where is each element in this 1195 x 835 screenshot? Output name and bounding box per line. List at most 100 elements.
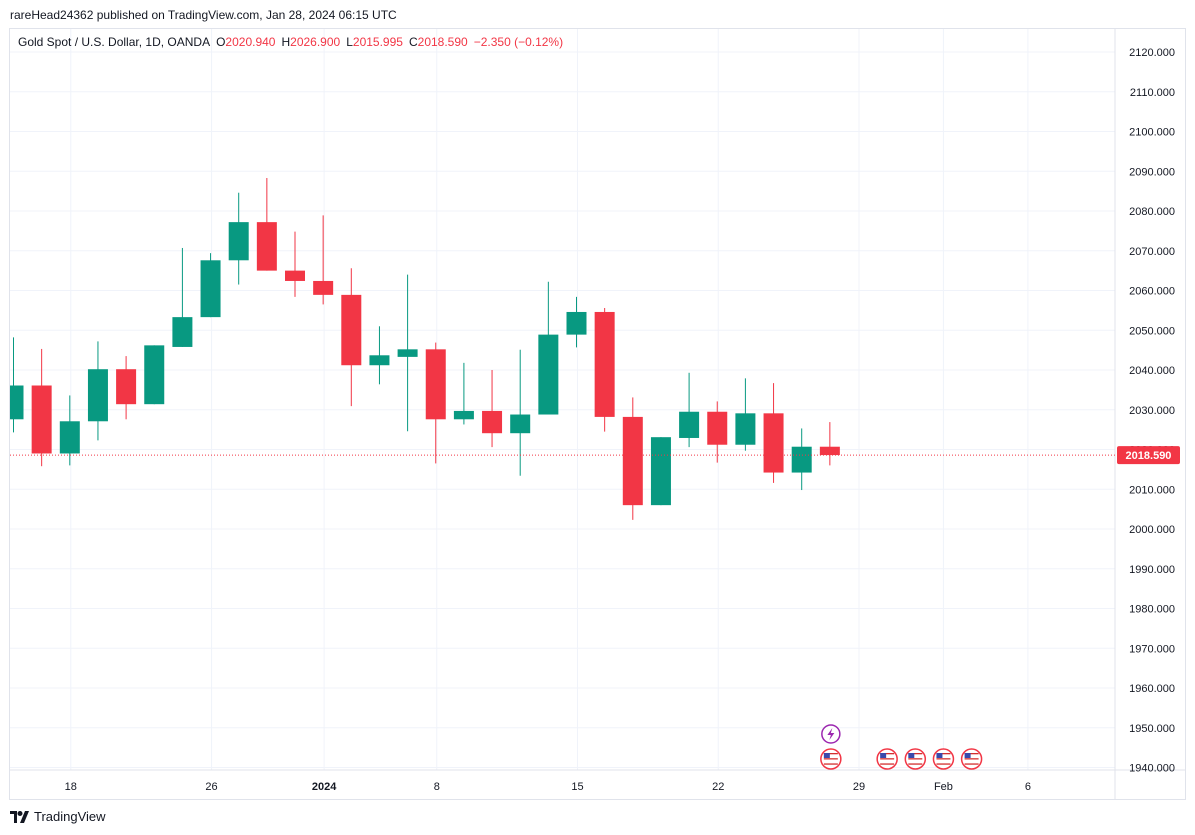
flag-stripe bbox=[964, 758, 979, 760]
candle-down[interactable] bbox=[763, 383, 784, 483]
last-price-label: 2018.590 bbox=[1126, 450, 1172, 462]
price-axis[interactable]: 2120.000 2110.000 2100.000 2090.000 2080.000… bbox=[1129, 47, 1175, 775]
candle-down[interactable] bbox=[313, 215, 334, 305]
candle-down[interactable] bbox=[425, 342, 446, 464]
candle-up[interactable] bbox=[453, 362, 474, 425]
grid bbox=[10, 29, 1185, 799]
us-flag-icon[interactable] bbox=[904, 748, 927, 770]
price-tick-label: 1940.000 bbox=[1129, 763, 1175, 775]
candle-body bbox=[707, 411, 728, 445]
candle-down[interactable] bbox=[707, 401, 728, 463]
time-tick-label: 8 bbox=[434, 781, 440, 793]
candle-body bbox=[87, 369, 108, 422]
brand-label: TradingView bbox=[34, 809, 106, 824]
flag-stripe bbox=[964, 755, 979, 757]
open-label: O bbox=[216, 35, 226, 49]
candle-body bbox=[228, 222, 249, 261]
price-tick-label: 2010.000 bbox=[1129, 484, 1175, 496]
candle-body bbox=[256, 222, 277, 271]
flag-stripe bbox=[880, 755, 895, 757]
flag-stripe bbox=[964, 753, 979, 755]
candle-up[interactable] bbox=[510, 349, 531, 476]
candle-up[interactable] bbox=[228, 192, 249, 285]
candle-up[interactable] bbox=[59, 395, 80, 466]
candle-up[interactable] bbox=[650, 437, 671, 506]
last-price-tag bbox=[1117, 446, 1180, 465]
flag-stripe bbox=[823, 763, 838, 765]
candle-body bbox=[31, 385, 52, 454]
candle-down[interactable] bbox=[31, 348, 52, 467]
candle-up[interactable] bbox=[397, 274, 418, 432]
flag-stripe bbox=[936, 760, 951, 763]
us-flag-icon[interactable] bbox=[960, 748, 983, 770]
candle-body bbox=[341, 294, 362, 366]
close-value: 2018.590 bbox=[417, 35, 468, 49]
high-value: 2026.900 bbox=[290, 35, 341, 49]
candle-body bbox=[116, 369, 137, 405]
symbol-label[interactable]: Gold Spot / U.S. Dollar, 1D, OANDA bbox=[18, 35, 211, 49]
candle-up[interactable] bbox=[735, 378, 756, 451]
candle-body bbox=[791, 446, 812, 473]
price-tick-label: 2030.000 bbox=[1129, 405, 1175, 417]
lightning-bolt bbox=[827, 728, 835, 740]
candle-body bbox=[763, 413, 784, 473]
time-tick-label: 22 bbox=[712, 781, 724, 793]
us-flag-icon[interactable] bbox=[932, 748, 955, 770]
candle-up[interactable] bbox=[566, 296, 587, 348]
flag-stripe bbox=[908, 753, 923, 755]
candle-body bbox=[59, 421, 80, 454]
flag-stripe bbox=[823, 758, 838, 760]
candle-down[interactable] bbox=[116, 356, 137, 420]
candle-down[interactable] bbox=[819, 422, 840, 466]
flag-stripe bbox=[823, 760, 838, 763]
close-label: C bbox=[408, 35, 418, 49]
flag-stripe bbox=[936, 755, 951, 757]
candle-body bbox=[735, 413, 756, 445]
price-tick-label: 1980.000 bbox=[1129, 604, 1175, 616]
flag-stripe bbox=[936, 763, 951, 765]
flag-stripe bbox=[908, 755, 923, 757]
candle-body bbox=[285, 270, 305, 281]
flag-stripe bbox=[936, 753, 951, 755]
candle-down[interactable] bbox=[341, 268, 362, 407]
candle-up[interactable] bbox=[144, 345, 165, 405]
time-axis[interactable]: 18 26 2024 8 15 22 29 Feb 6 bbox=[65, 781, 1031, 793]
flag-stripe bbox=[908, 763, 923, 765]
candle-up[interactable] bbox=[200, 253, 221, 318]
time-tick-label: 26 bbox=[205, 781, 217, 793]
candle-down[interactable] bbox=[594, 307, 615, 432]
candle-body bbox=[594, 311, 615, 417]
flag-stripe bbox=[823, 753, 838, 755]
time-tick-label: 6 bbox=[1025, 781, 1031, 793]
candle-up[interactable] bbox=[172, 247, 193, 347]
us-flag-icon[interactable] bbox=[820, 748, 842, 770]
us-flag-icon[interactable] bbox=[876, 748, 898, 770]
footer-brand[interactable]: TradingView bbox=[10, 809, 106, 824]
candle-body bbox=[10, 385, 24, 420]
price-tick-label: 2110.000 bbox=[1130, 87, 1175, 99]
open-value: 2020.940 bbox=[225, 35, 276, 49]
candle-down[interactable] bbox=[622, 397, 643, 520]
candle-down[interactable] bbox=[285, 231, 305, 297]
flag-canton bbox=[880, 753, 887, 758]
flag-stripe bbox=[880, 763, 895, 765]
candle-up[interactable] bbox=[369, 326, 390, 385]
events bbox=[820, 724, 983, 770]
candle-up[interactable] bbox=[791, 428, 812, 491]
high-label: H bbox=[281, 35, 291, 49]
candle-up[interactable] bbox=[679, 372, 700, 448]
price-tick-label: 2050.000 bbox=[1129, 325, 1175, 337]
candle-body bbox=[453, 410, 474, 420]
candle-down[interactable] bbox=[256, 178, 277, 271]
candle-down[interactable] bbox=[482, 370, 503, 448]
price-tick-label: 1950.000 bbox=[1129, 723, 1175, 735]
time-tick-label: 18 bbox=[65, 781, 77, 793]
flag-stripe bbox=[964, 760, 979, 763]
candle-up[interactable] bbox=[4, 337, 24, 433]
candle-body bbox=[510, 414, 531, 434]
candle-up[interactable] bbox=[87, 341, 108, 441]
price-tick-label: 1960.000 bbox=[1129, 683, 1175, 695]
candle-up[interactable] bbox=[538, 281, 559, 415]
lightning-icon[interactable] bbox=[821, 724, 841, 744]
